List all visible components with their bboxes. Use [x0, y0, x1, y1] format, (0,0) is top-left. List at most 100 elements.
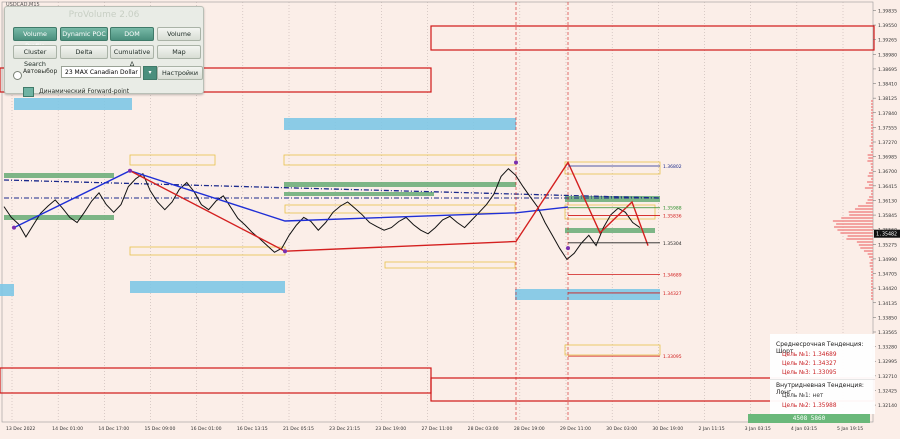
target-price-label: 1.35836 [663, 214, 682, 220]
x-tick-label: 23 Dec 21:15 [329, 426, 360, 432]
x-tick-label: 23 Dec 19:00 [375, 426, 406, 432]
x-tick-label: 28 Dec 03:00 [468, 426, 499, 432]
dom-button[interactable]: DOM [110, 27, 154, 41]
volume-profile-bar [868, 157, 873, 159]
y-tick-label: 1.36415 [878, 184, 897, 190]
y-tick-label: 1.32710 [878, 374, 897, 380]
level-zone [130, 281, 285, 293]
y-tick-label: 1.37270 [878, 140, 897, 146]
level-zone [14, 98, 132, 110]
y-tick-label: 1.38410 [878, 82, 897, 88]
volume-button[interactable]: Volume [157, 27, 201, 41]
volume-profile-bar [871, 169, 873, 171]
volume-profile-bar [871, 292, 873, 294]
volume-profile-button[interactable]: Volume Profile [13, 27, 57, 41]
volume-profile-bar [849, 211, 873, 213]
x-tick-label: 13 Dec 2022 [6, 426, 35, 432]
volume-profile-bar [869, 172, 873, 174]
cluster-search-button[interactable]: Cluster Search [13, 45, 57, 59]
volume-profile-bar [871, 298, 873, 300]
auto-select-radio[interactable] [13, 71, 22, 80]
volume-profile-bar [833, 220, 873, 222]
volume-profile-bar [871, 295, 873, 297]
target-price-label: 1.35988 [663, 206, 682, 212]
x-tick-label: 29 Dec 11:00 [560, 426, 591, 432]
volume-profile-bar [871, 274, 873, 276]
volume-profile-bar [840, 232, 873, 234]
pivot-point [566, 246, 570, 250]
y-tick-label: 1.33850 [878, 315, 897, 321]
volume-profile-bar [871, 289, 873, 291]
x-tick-label: 21 Dec 05:15 [283, 426, 314, 432]
y-tick-label: 1.34990 [878, 257, 897, 263]
instrument-select[interactable]: 23 MAX Canadian Dollar [61, 66, 141, 78]
level-zone [4, 215, 114, 220]
volume-profile-bar [869, 256, 873, 258]
level-zone [515, 289, 660, 300]
y-tick-label: 1.34135 [878, 301, 897, 307]
volume-profile-bar [871, 118, 873, 120]
y-tick-label: 1.32140 [878, 403, 897, 409]
volume-profile-bar [871, 106, 873, 108]
y-tick-label: 1.32995 [878, 359, 897, 365]
trend-info-box: Среднесрочная Тенденция: Шорт Цель №1: 1… [770, 334, 875, 414]
volume-profile-bar [858, 205, 873, 207]
volume-profile-bar [868, 199, 873, 201]
x-tick-label: 16 Dec 13:15 [237, 426, 268, 432]
cumulative-delta-button[interactable]: Cumulative Δ [110, 45, 154, 59]
volume-profile-bar [859, 244, 873, 246]
level-zone [4, 173, 114, 178]
forward-point-label: Динамический Forward-point [39, 88, 129, 95]
panel-title: ProVolume 2.06 [5, 10, 203, 20]
settings-button[interactable]: Настройки [157, 66, 203, 80]
x-tick-label: 2 Jan 11:15 [699, 426, 725, 432]
volume-profile-bar [871, 136, 873, 138]
volume-profile-bar [870, 145, 873, 147]
pivot-point [514, 161, 518, 165]
forward-point-checkbox[interactable] [23, 87, 34, 97]
target-price-label: 1.36802 [663, 164, 682, 170]
volume-profile-bar [871, 148, 873, 150]
y-tick-label: 1.34420 [878, 286, 897, 292]
volume-profile-bar [869, 196, 873, 198]
level-zone [284, 182, 516, 187]
volume-profile-bar [871, 286, 873, 288]
x-tick-label: 14 Dec 17:00 [98, 426, 129, 432]
volume-profile-bar [871, 151, 873, 153]
intra-target-1: Цель №1: нет [782, 393, 823, 399]
y-tick-label: 1.36130 [878, 198, 897, 204]
intra-target-2: Цель №2: 1.35988 [782, 403, 837, 409]
dynamic-poc-button[interactable]: Dynamic POC [60, 27, 108, 41]
map-button[interactable]: Map [157, 45, 201, 59]
volume-profile-bar [834, 226, 873, 228]
chevron-down-icon[interactable]: ▾ [143, 66, 157, 80]
volume-profile-bar [871, 121, 873, 123]
volume-profile-bar [871, 109, 873, 111]
volume-profile-bar [871, 124, 873, 126]
volume-profile-bar [871, 268, 873, 270]
volume-profile-bar [871, 277, 873, 279]
volume-profile-bar [871, 100, 873, 102]
y-tick-label: 1.35275 [878, 242, 897, 248]
volume-profile-bar [871, 103, 873, 105]
x-tick-label: 30 Dec 19:00 [652, 426, 683, 432]
volume-profile-bar [871, 178, 873, 180]
delta-button[interactable]: Delta [60, 45, 108, 59]
volume-profile-bar [871, 163, 873, 165]
auto-select-label: Автовыбор [23, 68, 57, 75]
mid-target-2: Цель №2: 1.34327 [782, 361, 837, 367]
volume-profile-bar [846, 238, 873, 240]
mid-target-3: Цель №3: 1.33095 [782, 370, 837, 376]
volume-profile-bar [870, 265, 873, 267]
volume-profile-bar [871, 130, 873, 132]
volume-profile-bar [849, 214, 873, 216]
target-price-label: 1.34327 [663, 291, 682, 297]
provolume-panel[interactable]: ProVolume 2.06 Volume Profile Dynamic PO… [4, 6, 204, 94]
target-price-label: 1.35304 [663, 241, 682, 247]
target-price-label: 1.34689 [663, 272, 682, 278]
volume-profile-bar [837, 229, 873, 231]
level-zone [0, 284, 14, 296]
pivot-point [283, 249, 287, 253]
y-tick-label: 1.39265 [878, 38, 897, 44]
volume-profile-bar [864, 250, 873, 252]
